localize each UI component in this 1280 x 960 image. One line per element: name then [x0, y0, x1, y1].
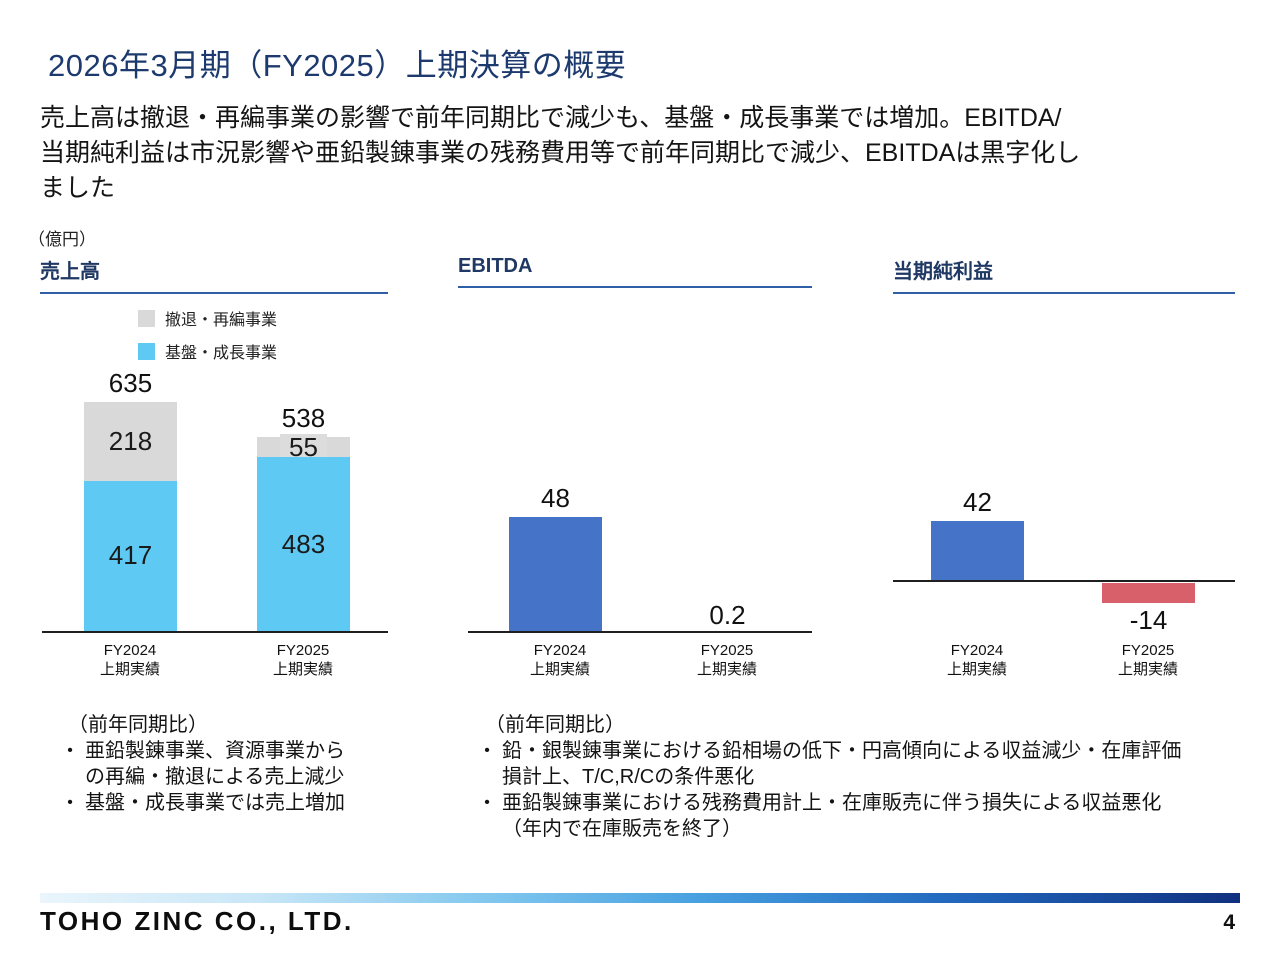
- notes-heading: （前年同期比）: [68, 714, 208, 736]
- x-axis-net-income: [893, 580, 1235, 582]
- list-item: • 基盤・成長事業では売上増加: [55, 790, 365, 816]
- bullet-icon: •: [484, 742, 490, 759]
- bar-net-income-fy2024: 42: [931, 488, 1024, 580]
- lead-line-3: ました: [40, 174, 116, 202]
- list-item: • 鉛・銀製錬事業における鉛相場の低下・円高傾向による収益減少・在庫評価損計上、…: [472, 738, 1232, 790]
- page-number: 4: [1223, 911, 1235, 934]
- lead-line-2: 当期純利益は市況影響や亜鉛製錬事業の残務費用等で前年同期比で減少、EBITDAは…: [40, 139, 1081, 167]
- chart-title-revenue: 売上高: [40, 255, 388, 294]
- value-label: 42: [963, 487, 992, 518]
- category-label: FY2024 上期実績: [946, 642, 1007, 678]
- bar-segment-core-business: 483: [257, 457, 350, 631]
- list-item: • 亜鉛製錬事業、資源事業からの再編・撤退による売上減少: [55, 738, 365, 790]
- bar-segment-ebitda: [509, 517, 602, 631]
- category-label: FY2025 上期実績: [696, 642, 757, 678]
- value-label-total: 538: [281, 403, 326, 434]
- page-title: 2026年3月期（FY2025）上期決算の概要: [48, 48, 627, 83]
- x-axis-ebitda: [468, 631, 812, 633]
- bar-net-income-fy2025-negative: [1102, 583, 1195, 603]
- value-label: 48: [541, 483, 570, 513]
- unit-label: （億円）: [28, 230, 96, 249]
- bar-segment-exit-business: 218: [84, 402, 177, 481]
- legend-label: 基盤・成長事業: [165, 345, 278, 362]
- legend: 撤退・再編事業 基盤・成長事業: [138, 306, 277, 363]
- footer-gradient-bar: [40, 893, 1240, 903]
- bullet-icon: •: [67, 794, 73, 811]
- notes-revenue: （前年同期比） • 亜鉛製錬事業、資源事業からの再編・撤退による売上減少 • 基…: [55, 712, 365, 816]
- bar-ebitda-fy2024: 48: [509, 484, 602, 631]
- bar-segment-core-business: 417: [84, 480, 177, 631]
- notes-profit: （前年同期比） • 鉛・銀製錬事業における鉛相場の低下・円高傾向による収益減少・…: [472, 712, 1232, 842]
- value-label-segment: 417: [108, 540, 153, 571]
- legend-swatch-gray: [138, 309, 155, 327]
- bar-segment-net-income: [931, 521, 1024, 580]
- bullet-icon: •: [484, 794, 490, 811]
- lead-line-1: 売上高は撤退・再編事業の影響で前年同期比で減少も、基盤・成長事業では増加。EBI…: [40, 104, 1062, 132]
- list-item: • 亜鉛製錬事業における残務費用計上・在庫販売に伴う損失による収益悪化（年内で在…: [472, 790, 1232, 842]
- category-label: FY2025 上期実績: [1117, 642, 1178, 678]
- bullet-icon: •: [67, 742, 73, 759]
- value-label-segment: 55: [280, 434, 327, 461]
- bar-revenue-fy2025: 538 55 483: [257, 404, 350, 631]
- value-label-total: 635: [108, 368, 153, 399]
- chart-title-net-income: 当期純利益: [893, 255, 1235, 294]
- notes-heading: （前年同期比）: [485, 714, 625, 736]
- value-label: 0.2: [709, 600, 746, 630]
- lead-text: 売上高は撤退・再編事業の影響で前年同期比で減少も、基盤・成長事業では増加。EBI…: [40, 101, 1245, 206]
- bar-segment-exit-business: 55: [257, 434, 350, 461]
- value-label: -14: [1129, 605, 1168, 635]
- value-label-segment: 483: [281, 528, 326, 559]
- legend-item-exit-business: 撤退・再編事業: [138, 306, 277, 330]
- category-label: FY2025 上期実績: [272, 642, 333, 678]
- chart-title-ebitda: EBITDA: [458, 255, 812, 288]
- legend-label: 撤退・再編事業: [165, 312, 278, 329]
- x-axis-revenue: [42, 631, 388, 633]
- category-label: FY2024 上期実績: [99, 642, 160, 678]
- legend-item-core-business: 基盤・成長事業: [138, 339, 277, 363]
- bar-revenue-fy2024: 635 218 417: [84, 369, 177, 631]
- value-label-segment: 218: [108, 426, 153, 457]
- company-logo: TOHO ZINC CO., LTD.: [40, 906, 354, 936]
- legend-swatch-sky-blue: [138, 342, 155, 360]
- category-label: FY2024 上期実績: [529, 642, 590, 678]
